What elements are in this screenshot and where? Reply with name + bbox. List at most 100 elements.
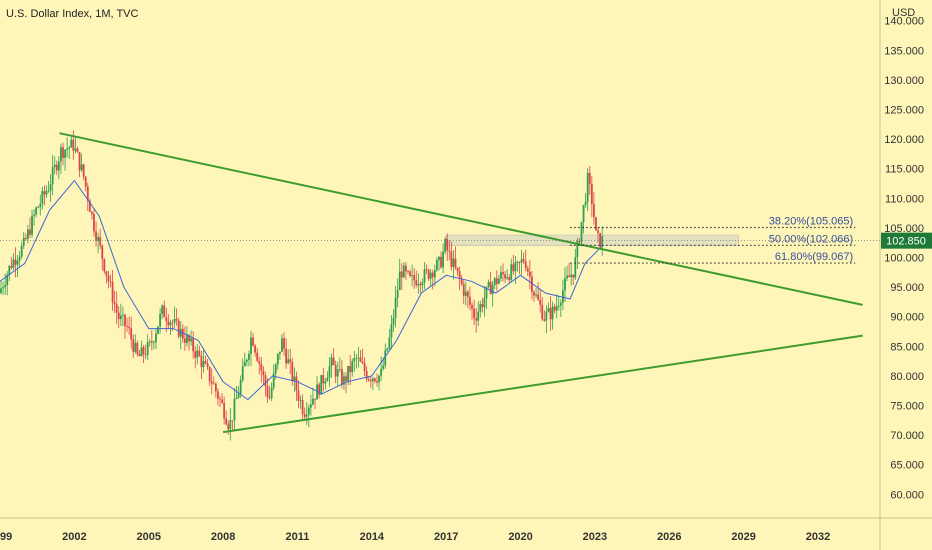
candle-body	[103, 258, 106, 272]
candle-body	[376, 381, 378, 383]
candle-body	[508, 277, 511, 281]
y-tick-label: 110.000	[885, 193, 924, 205]
candle-body	[320, 375, 323, 395]
candle-body	[586, 172, 589, 202]
candle-body	[270, 387, 273, 399]
candle-body	[262, 370, 265, 376]
candle-body	[293, 376, 296, 381]
candle-body	[142, 347, 145, 355]
candle-body	[167, 321, 170, 326]
candle-body	[177, 320, 180, 337]
candle-body	[322, 375, 325, 384]
y-tick-label: 120.000	[884, 134, 924, 146]
candle-body	[574, 257, 577, 278]
candle-body	[250, 337, 252, 354]
candle-body	[10, 265, 13, 268]
candle-body	[144, 354, 147, 356]
candle-body	[413, 275, 416, 281]
candle-body	[533, 292, 535, 296]
currency-label: USD	[892, 7, 915, 19]
candle-body	[159, 314, 161, 327]
candle-body	[161, 305, 164, 315]
y-tick-label: 70.000	[890, 430, 924, 442]
candle-body	[481, 304, 484, 308]
candle-body	[572, 274, 575, 278]
candle-body	[458, 271, 461, 279]
candle-body	[43, 191, 46, 195]
candle-body	[237, 394, 240, 398]
candle-body	[105, 271, 108, 276]
candle-body	[183, 338, 186, 343]
candle-body	[460, 278, 463, 285]
candle-body	[392, 317, 395, 325]
candle-body	[365, 371, 368, 380]
fib-level-label: 50.00%(102.066)	[769, 233, 853, 245]
candle-body	[303, 414, 306, 417]
candle-body	[175, 318, 178, 321]
resistance-zone	[445, 234, 739, 246]
candle-body	[101, 245, 104, 259]
candle-body	[124, 314, 126, 327]
candle-body	[347, 365, 349, 382]
candle-body	[181, 328, 184, 339]
candle-body	[433, 270, 436, 278]
candle-body	[84, 176, 87, 187]
candle-body	[66, 148, 69, 150]
candle-body	[206, 363, 209, 367]
candle-body	[516, 262, 519, 263]
candle-body	[599, 233, 601, 247]
y-tick-label: 125.000	[884, 105, 924, 117]
candle-body	[155, 333, 157, 343]
candle-body	[35, 207, 38, 215]
candle-body	[60, 147, 62, 162]
candle-body	[464, 291, 467, 296]
candle-body	[2, 287, 4, 289]
candle-body	[57, 161, 60, 171]
candle-body	[291, 361, 294, 381]
candle-body	[217, 391, 219, 399]
candle-body	[353, 358, 356, 362]
y-tick-label: 65.000	[890, 460, 924, 472]
candle-body	[440, 256, 442, 268]
candle-body	[235, 397, 238, 400]
candle-body	[415, 280, 418, 286]
candle-body	[361, 361, 364, 364]
candle-body	[299, 400, 302, 401]
candle-body	[526, 268, 529, 272]
candle-body	[252, 337, 254, 346]
candle-body	[297, 390, 300, 401]
candle-body	[537, 294, 540, 300]
candle-body	[524, 261, 527, 269]
candle-body	[363, 363, 366, 372]
candle-body	[276, 354, 279, 365]
candle-body	[336, 369, 339, 377]
candle-body	[473, 308, 475, 319]
candle-body	[132, 339, 135, 352]
candle-body	[274, 364, 277, 374]
y-tick-label: 75.000	[890, 401, 924, 413]
candle-body	[396, 290, 399, 298]
candle-body	[196, 350, 199, 358]
candle-body	[578, 240, 581, 243]
candle-body	[14, 259, 17, 265]
candle-body	[500, 272, 502, 279]
candle-body	[520, 259, 523, 263]
candle-body	[382, 365, 385, 369]
candle-body	[163, 305, 166, 318]
candle-body	[41, 191, 44, 204]
candle-body	[582, 205, 585, 222]
candle-body	[186, 335, 188, 343]
candle-body	[330, 357, 333, 367]
candle-body	[402, 265, 405, 278]
candle-body	[371, 378, 374, 382]
candle-body	[446, 238, 449, 251]
candle-body	[245, 359, 248, 362]
candle-body	[283, 338, 285, 349]
candle-body	[221, 399, 223, 403]
candle-body	[378, 375, 380, 383]
candle-body	[55, 164, 58, 171]
candle-body	[146, 342, 149, 355]
candle-body	[95, 231, 97, 241]
